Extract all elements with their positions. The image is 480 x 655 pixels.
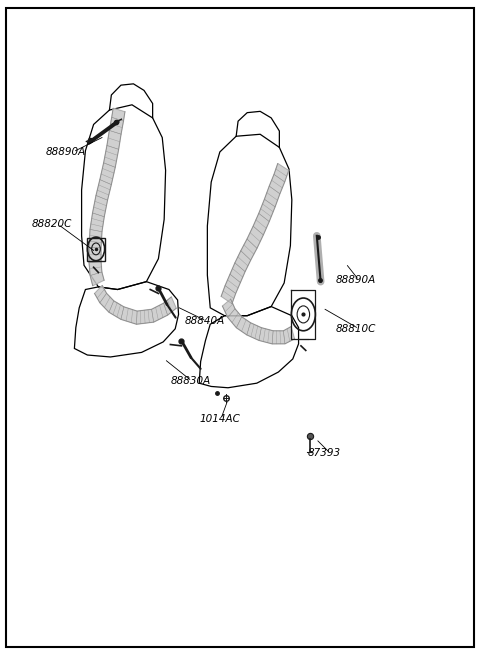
Text: 88810C: 88810C — [336, 324, 376, 334]
Text: 88890A: 88890A — [336, 275, 376, 286]
Text: 88820C: 88820C — [31, 219, 72, 229]
Text: 88890A: 88890A — [46, 147, 86, 157]
Polygon shape — [95, 286, 176, 324]
Text: 1014AC: 1014AC — [199, 414, 240, 424]
Text: 88840A: 88840A — [185, 316, 225, 326]
Polygon shape — [223, 299, 295, 344]
Text: 87393: 87393 — [307, 448, 340, 458]
Polygon shape — [221, 164, 288, 304]
Polygon shape — [89, 108, 125, 286]
Text: 88830A: 88830A — [170, 376, 211, 386]
